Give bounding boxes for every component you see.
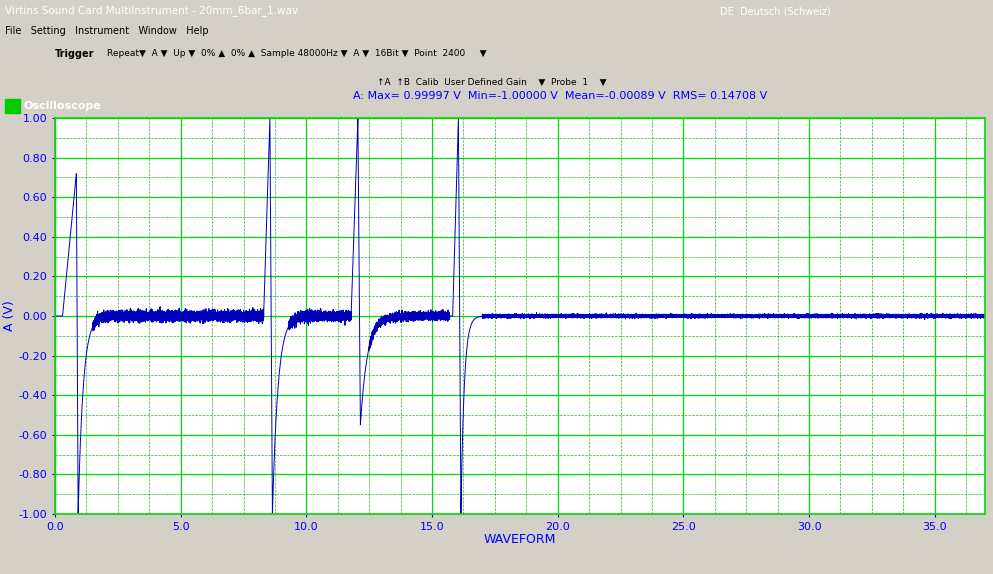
Text: ↑A  ↑B  Calib  User Defined Gain    ▼  Probe  1    ▼: ↑A ↑B Calib User Defined Gain ▼ Probe 1 … bbox=[377, 77, 607, 87]
Text: File   Setting   Instrument   Window   Help: File Setting Instrument Window Help bbox=[5, 26, 209, 36]
Text: Trigger: Trigger bbox=[55, 49, 94, 59]
Text: Virtins Sound Card MultiInstrument - 20mm_6bar_1.wav: Virtins Sound Card MultiInstrument - 20m… bbox=[5, 6, 298, 17]
Y-axis label: A (V): A (V) bbox=[3, 301, 16, 331]
Text: Oscilloscope: Oscilloscope bbox=[24, 101, 101, 111]
Text: Repeat▼  A ▼  Up ▼  0% ▲  0% ▲  Sample 48000Hz ▼  A ▼  16Bit ▼  Point  2400     : Repeat▼ A ▼ Up ▼ 0% ▲ 0% ▲ Sample 48000H… bbox=[107, 49, 487, 59]
Text: A: Max= 0.99997 V  Min=-1.00000 V  Mean=-0.00089 V  RMS= 0.14708 V: A: Max= 0.99997 V Min=-1.00000 V Mean=-0… bbox=[353, 91, 767, 101]
Bar bbox=[5, 99, 20, 113]
Text: DE  Deutsch (Schweiz): DE Deutsch (Schweiz) bbox=[720, 6, 831, 16]
X-axis label: WAVEFORM: WAVEFORM bbox=[484, 533, 556, 546]
